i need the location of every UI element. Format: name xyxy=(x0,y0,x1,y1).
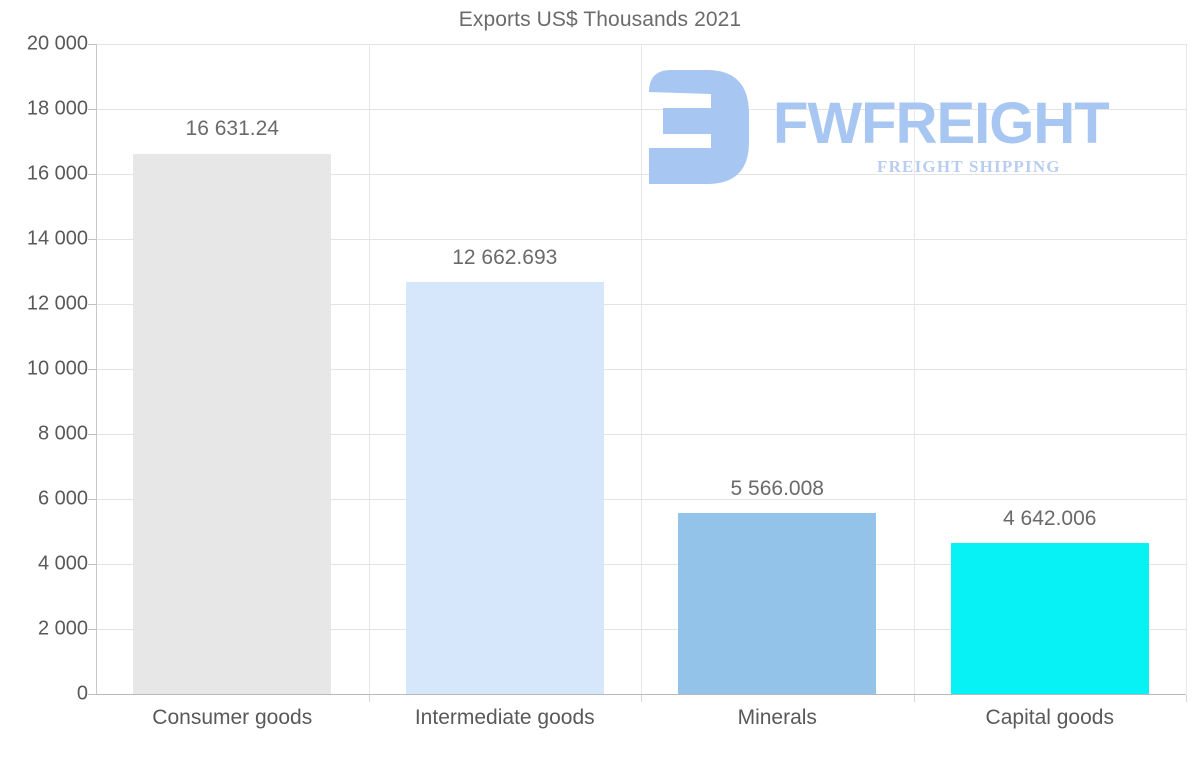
y-axis-tick-label: 0 xyxy=(76,682,88,705)
x-tick-mark xyxy=(369,695,370,702)
y-axis-tick-label: 10 000 xyxy=(26,357,88,380)
y-axis-tick-label: 20 000 xyxy=(26,32,88,55)
y-tick-mark xyxy=(88,564,96,565)
x-tick-mark xyxy=(641,695,642,702)
gridline-vertical xyxy=(1186,44,1187,694)
gridline-vertical xyxy=(369,44,370,694)
bar-value-label: 4 642.006 xyxy=(1003,507,1097,531)
y-tick-mark xyxy=(88,304,96,305)
y-axis-tick-label: 12 000 xyxy=(26,292,88,315)
bar-value-label: 5 566.008 xyxy=(730,477,824,501)
gridline-vertical xyxy=(641,44,642,694)
y-tick-mark xyxy=(88,629,96,630)
y-axis-tick-label: 14 000 xyxy=(26,227,88,250)
x-axis-category-label: Minerals xyxy=(737,706,817,729)
x-tick-mark xyxy=(1186,695,1187,702)
x-axis-category-label: Consumer goods xyxy=(152,706,313,729)
bar[interactable] xyxy=(678,513,877,694)
bar-value-label: 16 631.24 xyxy=(185,117,279,141)
y-axis-tick-label: 4 000 xyxy=(37,552,88,575)
y-tick-mark xyxy=(88,694,96,695)
x-axis-category-label: Capital goods xyxy=(985,706,1114,729)
chart-title: Exports US$ Thousands 2021 xyxy=(458,8,742,31)
bar-value-label: 12 662.693 xyxy=(452,246,558,270)
y-axis-tick-label: 16 000 xyxy=(26,162,88,185)
y-tick-mark xyxy=(88,44,96,45)
y-axis-line xyxy=(96,44,97,695)
y-axis-tick-label: 18 000 xyxy=(26,97,88,120)
y-tick-mark xyxy=(88,434,96,435)
y-tick-mark xyxy=(88,109,96,110)
y-tick-mark xyxy=(88,239,96,240)
y-axis-tick-label: 2 000 xyxy=(37,617,88,640)
y-tick-mark xyxy=(88,174,96,175)
x-axis-category-label: Intermediate goods xyxy=(414,706,595,729)
y-tick-mark xyxy=(88,369,96,370)
y-tick-mark xyxy=(88,499,96,500)
plot-area xyxy=(96,44,1187,695)
y-axis-tick-label: 6 000 xyxy=(37,487,88,510)
x-tick-mark xyxy=(914,695,915,702)
bar[interactable] xyxy=(133,153,332,694)
bar[interactable] xyxy=(950,543,1149,694)
gridline-vertical xyxy=(914,44,915,694)
x-axis-line xyxy=(96,694,1186,695)
bars-layer xyxy=(96,44,1186,694)
bar[interactable] xyxy=(405,282,604,694)
y-axis-tick-label: 8 000 xyxy=(37,422,88,445)
y-axis: 0 2 000 4 000 6 000 8 000 10 000 12 000 14 000 1… xyxy=(0,0,88,763)
